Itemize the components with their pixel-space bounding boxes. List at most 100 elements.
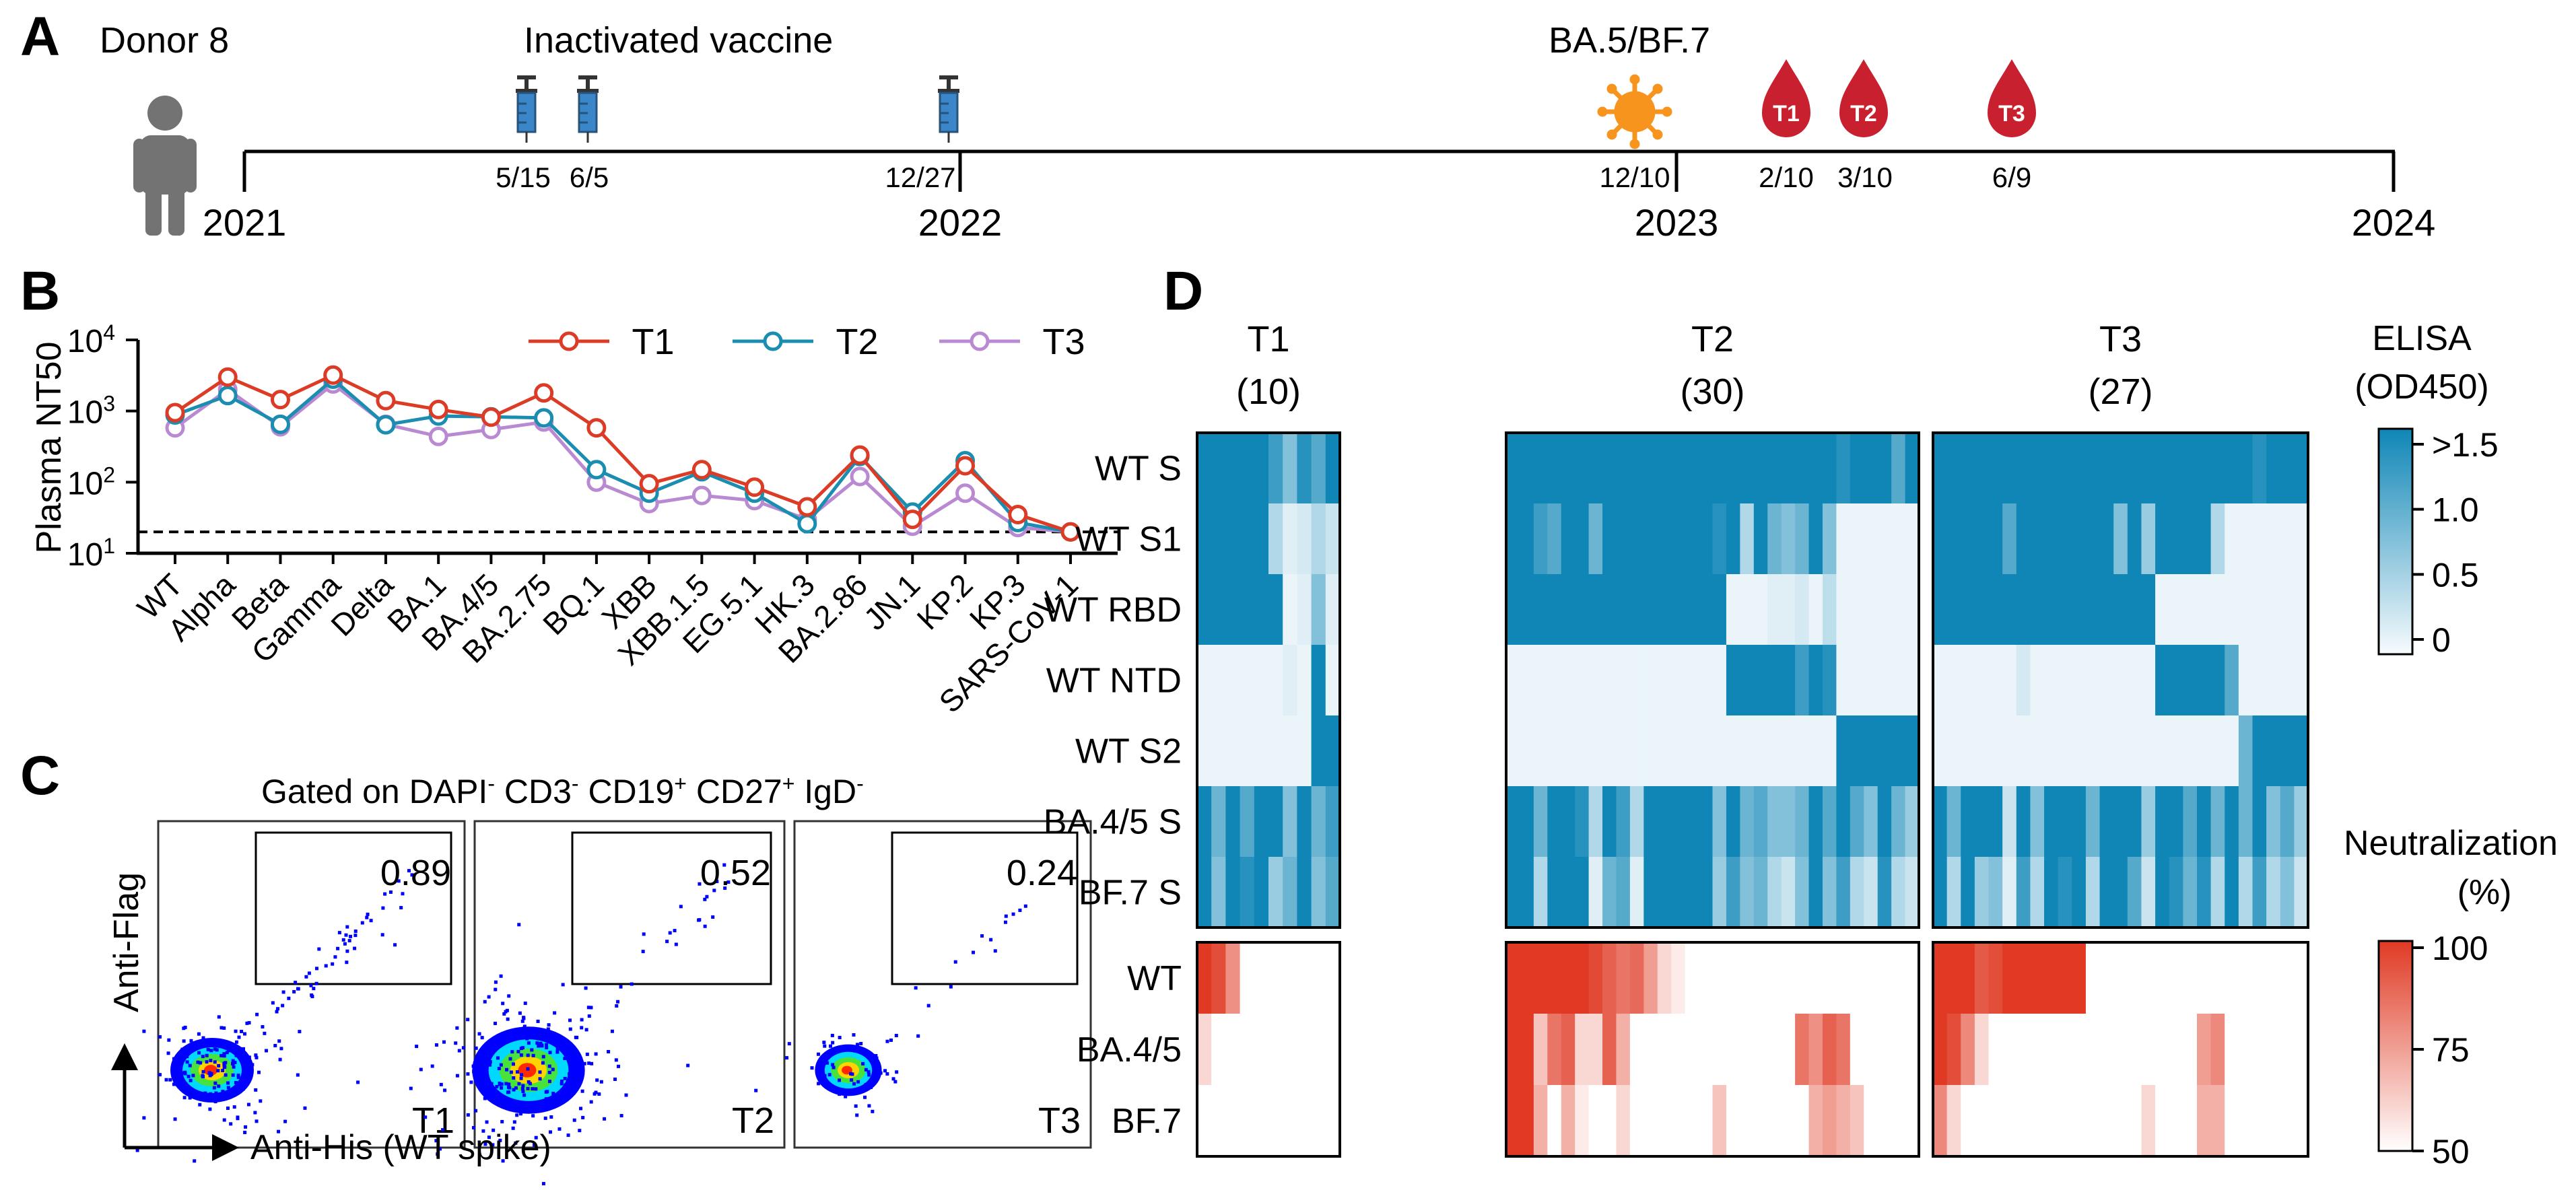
- gating-sign: -: [856, 771, 864, 796]
- event-dot: [617, 1064, 621, 1068]
- event-dot: [142, 1029, 146, 1033]
- neut-cell: [1864, 942, 1878, 1014]
- elisa-cell: [2196, 645, 2212, 716]
- neut-cell: [2210, 1085, 2225, 1157]
- elisa-cell: [1629, 433, 1644, 504]
- neut-cell: [1905, 1085, 1920, 1157]
- event-dot: [461, 1046, 465, 1050]
- elisa-cell: [1974, 503, 1990, 575]
- group-count: (10): [1236, 372, 1301, 412]
- neut-cell: [1254, 1085, 1269, 1157]
- neut-cell: [1781, 942, 1796, 1014]
- event-dot: [509, 1070, 513, 1074]
- elisa-cell: [2155, 857, 2170, 928]
- event-dot: [545, 1043, 549, 1047]
- flow-plots: 0.89 T1 0.52 T2 0.24 T3: [135, 820, 1092, 1186]
- data-point-t1: [534, 383, 554, 403]
- event-dot: [353, 934, 358, 938]
- elisa-cell: [2252, 574, 2267, 645]
- event-dot: [872, 1063, 876, 1068]
- elisa-cell: [1795, 715, 1810, 787]
- event-dot: [597, 1092, 601, 1096]
- event-dot: [175, 1061, 179, 1065]
- elisa-cell: [1520, 645, 1534, 716]
- elisa-cell: [1575, 715, 1590, 787]
- event-dot: [575, 1035, 579, 1039]
- elisa-cell: [1753, 574, 1768, 645]
- event-dot: [383, 892, 387, 896]
- elisa-cell: [2238, 503, 2253, 575]
- event-dot: [547, 1070, 551, 1074]
- event-dot: [185, 1060, 189, 1064]
- neut-cell: [1753, 1085, 1768, 1157]
- y-tick-exponent: 2: [103, 462, 115, 487]
- elisa-cell: [2155, 715, 2170, 787]
- elisa-cell: [1699, 715, 1714, 787]
- event-dot: [224, 1073, 228, 1077]
- data-point-t2: [217, 386, 238, 406]
- event-dot: [489, 1082, 494, 1086]
- elisa-cell: [1671, 574, 1686, 645]
- elisa-cell: [1726, 857, 1740, 928]
- event-dot: [232, 1105, 236, 1109]
- elisa-cell: [2280, 503, 2295, 575]
- neut-cell: [1520, 1014, 1534, 1086]
- event-dot: [201, 1036, 205, 1040]
- elisa-cell: [1547, 715, 1562, 787]
- event-dot: [331, 962, 335, 966]
- elisa-cell: [1808, 574, 1823, 645]
- virus-icon: [1597, 74, 1672, 149]
- elisa-cell: [2085, 715, 2101, 787]
- elisa-cell: [1795, 857, 1810, 928]
- elisa-cell: [1891, 857, 1906, 928]
- event-dot: [619, 985, 623, 989]
- elisa-cell: [1836, 574, 1851, 645]
- data-point-t2: [376, 415, 396, 435]
- elisa-cell: [1575, 433, 1590, 504]
- elisa-cell: [1808, 433, 1823, 504]
- event-dot: [341, 938, 345, 942]
- elisa-cell: [1891, 645, 1906, 716]
- gate-percentage: 0.52: [700, 853, 771, 893]
- event-dot: [510, 1050, 514, 1054]
- event-dot: [872, 1071, 876, 1075]
- neut-cell: [1726, 1085, 1740, 1157]
- elisa-cell: [1988, 503, 2003, 575]
- event-dot: [401, 892, 405, 896]
- neut-cell: [1297, 1014, 1312, 1086]
- neut-cell: [1533, 1014, 1548, 1086]
- event-dot: [879, 1071, 883, 1075]
- event-dot: [547, 1064, 551, 1068]
- y-tick-base: 10: [67, 324, 103, 359]
- neut-cell: [2169, 1085, 2183, 1157]
- elisa-cell: [2280, 433, 2295, 504]
- event-dot: [188, 1096, 192, 1100]
- elisa-cell: [2072, 715, 2087, 787]
- neut-cell: [1657, 942, 1672, 1014]
- elisa-cell: [1533, 503, 1548, 575]
- gate-percentage: 0.89: [380, 853, 451, 893]
- data-point-t3: [428, 426, 448, 446]
- neut-legend-title: Neutralization: [2344, 824, 2558, 863]
- event-dot: [506, 1090, 510, 1094]
- elisa-cell: [2085, 645, 2101, 716]
- elisa-cell: [1575, 645, 1590, 716]
- elisa-cell: [2155, 433, 2170, 504]
- neut-cell: [2099, 942, 2114, 1014]
- legend-marker: [763, 331, 783, 351]
- event-dot: [515, 1113, 519, 1117]
- elisa-cell: [1283, 645, 1297, 716]
- event-dot: [500, 1119, 504, 1123]
- event-dot: [550, 1100, 554, 1104]
- neut-cell: [1561, 1085, 1575, 1157]
- neut-cell: [2155, 942, 2170, 1014]
- elisa-cell: [2058, 503, 2072, 575]
- data-point-t2: [797, 514, 817, 534]
- elisa-cell: [2030, 433, 2045, 504]
- event-dot: [595, 1078, 599, 1082]
- y-tick-exponent: 1: [103, 534, 115, 558]
- event-dot: [442, 1040, 446, 1044]
- elisa-cell: [1643, 786, 1658, 858]
- elisa-cell: [2058, 786, 2072, 858]
- elisa-cell: [1506, 715, 1521, 787]
